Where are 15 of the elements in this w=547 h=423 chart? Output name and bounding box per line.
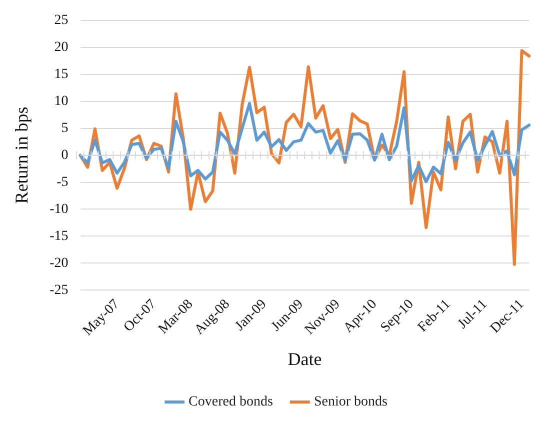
y-tick-label: -15 [50,228,68,244]
legend-label: Covered bonds [188,394,273,410]
y-tick-label: -5 [56,174,68,190]
y-tick-label: 25 [54,13,68,28]
y-axis-title: Return in bps [12,106,32,204]
legend-label: Senior bonds [314,394,388,410]
y-tick-label: 5 [61,120,68,136]
y-tick-label: 20 [54,40,68,56]
y-tick-label: -25 [50,282,68,298]
y-tick-label: -10 [50,202,68,217]
y-tick-label: -20 [50,256,68,271]
y-tick-label: 15 [54,67,68,82]
x-axis-title: Date [288,348,322,369]
y-tick-label: 0 [61,148,68,163]
y-tick-label: 10 [54,94,68,110]
